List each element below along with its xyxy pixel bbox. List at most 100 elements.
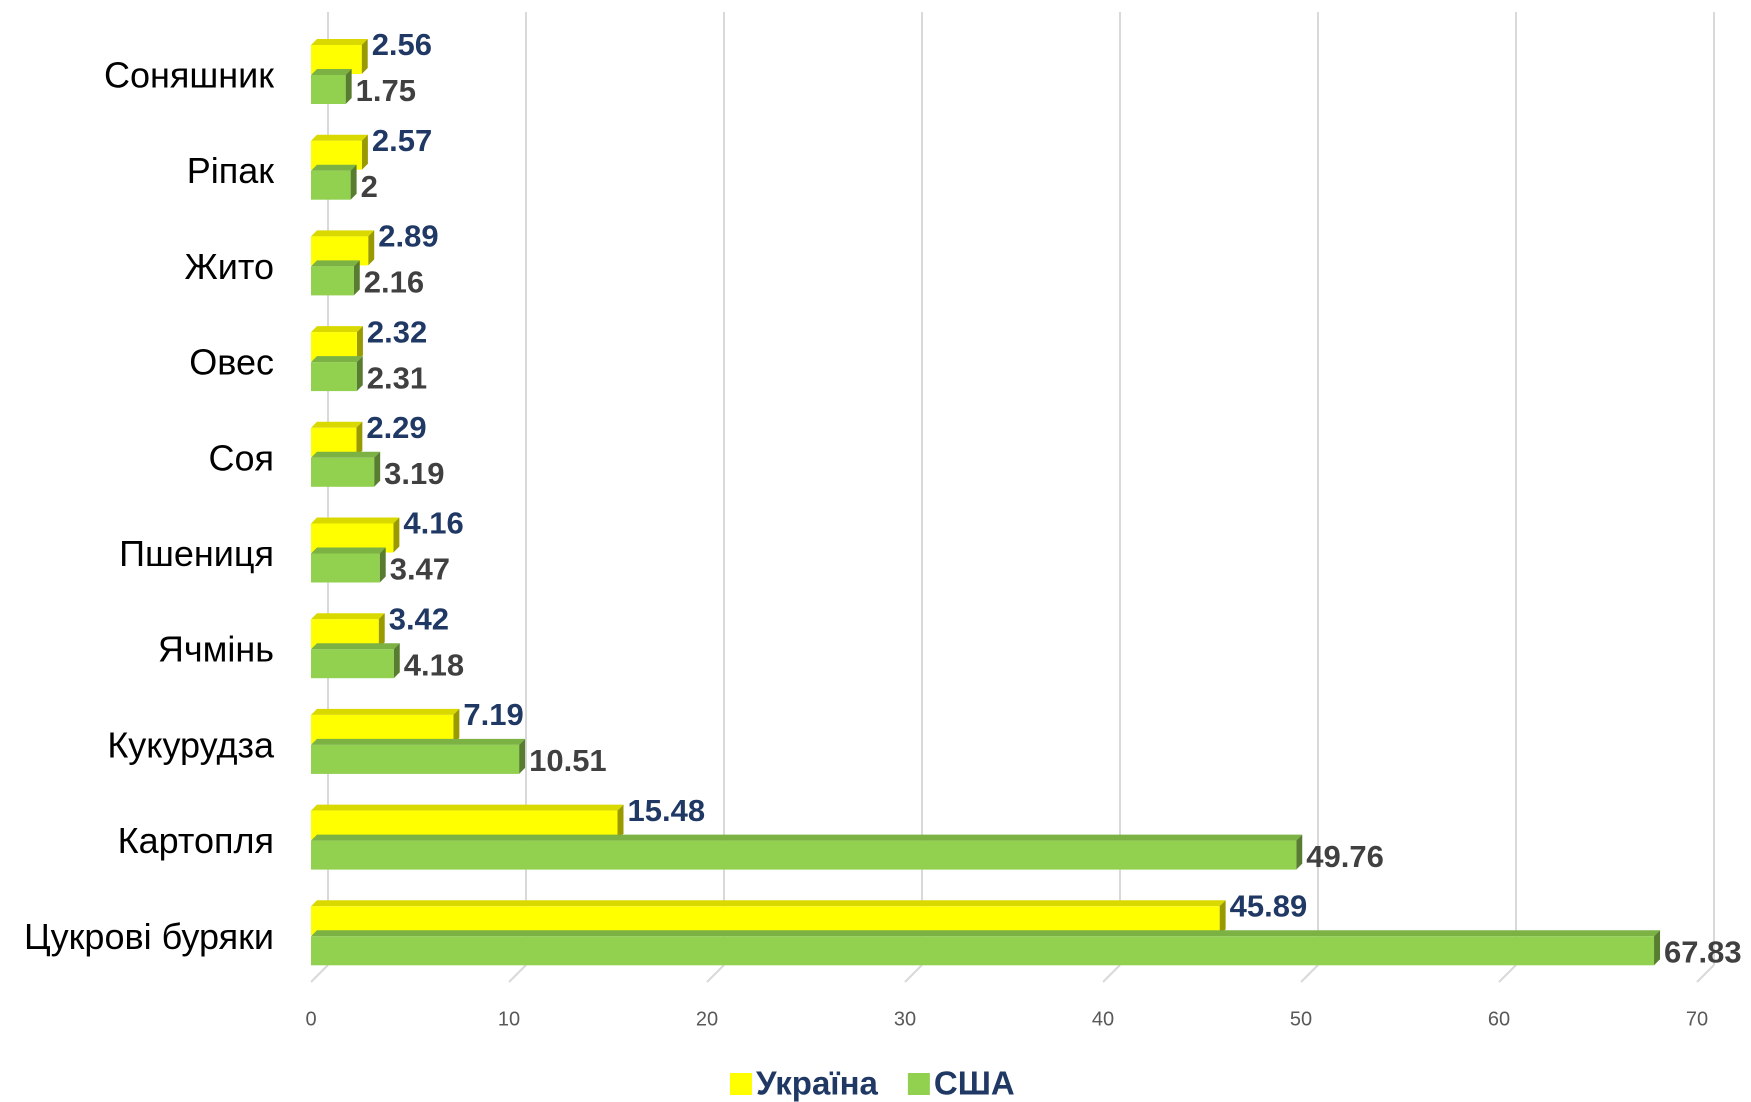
y-tick-label: Картопля (118, 820, 274, 861)
legend-label: США (934, 1065, 1015, 1102)
value-label: 45.89 (1230, 888, 1308, 923)
grid-floor (1300, 964, 1319, 983)
x-tick-label: 40 (1092, 1008, 1114, 1030)
bar (311, 553, 380, 583)
bar-top (311, 134, 368, 141)
bar-top (311, 547, 386, 554)
y-tick-label: Соняшник (104, 55, 274, 96)
grid-floor (1498, 964, 1517, 983)
x-tick-label: 10 (498, 1008, 520, 1030)
bar (311, 457, 375, 487)
value-label: 3.47 (390, 552, 450, 587)
grid-floor (310, 964, 329, 983)
legend-swatch (907, 1073, 930, 1095)
bar-side (353, 260, 360, 296)
bar-top (311, 643, 400, 650)
bar-side (368, 230, 375, 266)
bar (311, 840, 1297, 870)
bar (311, 649, 394, 679)
bar-top (311, 738, 526, 745)
value-label: 2.31 (367, 360, 427, 395)
value-label: 4.18 (404, 647, 464, 682)
y-tick-label: Пшениця (119, 533, 274, 574)
bar-top (311, 69, 352, 75)
y-tick-label: Овес (189, 342, 274, 383)
value-label: 7.19 (463, 697, 523, 732)
bar-top (311, 804, 624, 811)
bar-side (361, 134, 368, 170)
bar-top (311, 930, 1661, 937)
value-label: 3.42 (389, 601, 449, 636)
x-tick-label: 70 (1686, 1008, 1708, 1030)
bar-side (356, 326, 363, 362)
bar-top (311, 164, 357, 171)
bar (311, 936, 1655, 966)
x-tick-label: 50 (1290, 1008, 1312, 1030)
y-tick-label: Соя (208, 437, 274, 478)
bar-side (617, 804, 624, 840)
bar-top (311, 708, 460, 715)
value-label: 2.29 (366, 410, 426, 445)
legend-swatch (730, 1073, 752, 1095)
bar-side (345, 69, 352, 104)
bar-top (311, 39, 368, 45)
value-label: 67.83 (1664, 934, 1742, 969)
bar-side (393, 517, 400, 553)
grid-floor (706, 964, 725, 983)
y-tick-label: Ячмінь (158, 629, 274, 670)
x-tick-label: 20 (696, 1008, 718, 1030)
bar-side (356, 356, 363, 392)
value-label: 2 (361, 169, 378, 204)
bar-side (1654, 930, 1661, 966)
value-label: 2.57 (372, 123, 432, 158)
y-tick-label: Жито (185, 246, 274, 287)
bar-side (1219, 900, 1226, 936)
x-tick-label: 30 (894, 1008, 916, 1030)
bar-top (311, 834, 1303, 841)
bar-top (311, 613, 385, 620)
value-label: 15.48 (628, 793, 706, 828)
value-label: 2.32 (367, 314, 427, 349)
x-tick-label: 60 (1488, 1008, 1510, 1030)
bar-top (311, 421, 363, 428)
y-tick-label: Ріпак (187, 150, 275, 191)
value-label: 4.16 (403, 506, 463, 541)
bar-side (350, 164, 357, 200)
grid-floor (1696, 964, 1715, 983)
bar (311, 75, 346, 104)
bar-side (374, 451, 381, 487)
bar-side (378, 613, 385, 649)
bar-top (311, 451, 381, 458)
legend-label: Україна (756, 1065, 879, 1102)
bar-side (379, 547, 386, 583)
grid-floor (508, 964, 527, 983)
bar-top (311, 517, 400, 524)
grid-floor (1102, 964, 1121, 983)
value-label: 2.89 (378, 219, 438, 254)
bar-side (1296, 834, 1303, 870)
bar (311, 266, 354, 296)
bar (311, 170, 351, 200)
bar-top (311, 260, 360, 267)
value-label: 10.51 (529, 743, 607, 778)
bar-top (311, 326, 363, 333)
bar-side (361, 39, 368, 74)
bar-side (356, 421, 363, 457)
grid-floor (904, 964, 923, 983)
bar-top (311, 900, 1226, 907)
bar-side (453, 708, 460, 744)
value-label: 49.76 (1306, 839, 1384, 874)
y-tick-label: Кукурудза (107, 724, 275, 765)
bar (311, 362, 357, 392)
value-label: 3.19 (384, 456, 444, 491)
value-label: 2.16 (364, 265, 424, 300)
bar-top (311, 230, 375, 237)
y-tick-label: Цукрові буряки (24, 916, 274, 957)
bar (311, 744, 520, 774)
bar-side (393, 643, 400, 679)
bar-top (311, 356, 363, 363)
bar-side (519, 738, 526, 774)
value-label: 2.56 (372, 27, 432, 62)
x-tick-label: 0 (305, 1008, 316, 1030)
